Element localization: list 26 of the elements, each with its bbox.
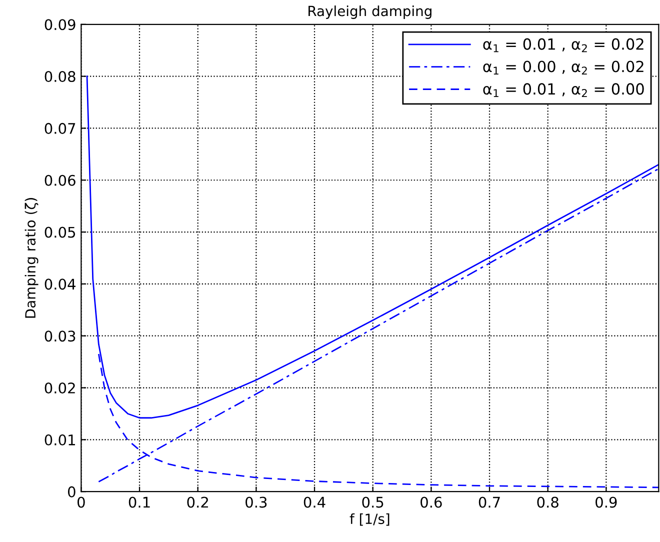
x-tick-label: 0.5 — [362, 496, 384, 508]
x-tick-label: 0.3 — [246, 496, 267, 508]
y-axis-title: Damping ratio (ζ) — [24, 198, 38, 318]
y-tick-label: 0.08 — [44, 71, 76, 82]
legend-label: α$_{1}$ = 0.01 , α$_{2}$ = 0.00 — [483, 83, 644, 97]
x-tick-label: 0.8 — [537, 496, 558, 508]
x-axis-title: f [1/s] — [350, 513, 390, 526]
y-tick-label: 0.09 — [44, 19, 76, 30]
x-tick-label: 0.1 — [128, 496, 150, 508]
y-tick-label: 0.06 — [44, 174, 76, 186]
x-tick-label: 0.6 — [420, 496, 442, 508]
y-tick-label: 0.04 — [44, 278, 76, 290]
y-tick-label: 0.02 — [44, 382, 75, 394]
y-tick-label: 0.03 — [44, 330, 76, 342]
y-tick-label: 0.07 — [44, 122, 76, 134]
chart-title: Rayleigh damping — [308, 6, 432, 19]
x-tick-label: 0.4 — [304, 496, 326, 508]
legend-label: α$_{1}$ = 0.01 , α$_{2}$ = 0.02 — [483, 38, 644, 52]
y-tick-label: 0 — [68, 486, 76, 498]
x-tick-label: 0.7 — [478, 496, 500, 508]
x-tick-label: 0.2 — [187, 496, 208, 508]
x-tick-label: 0.9 — [596, 496, 617, 508]
y-tick-label: 0.05 — [44, 226, 76, 238]
y-tick-label: 0.01 — [44, 434, 75, 446]
legend-label: α$_{1}$ = 0.00 , α$_{2}$ = 0.02 — [483, 60, 644, 75]
x-tick-label: 0 — [78, 496, 85, 508]
